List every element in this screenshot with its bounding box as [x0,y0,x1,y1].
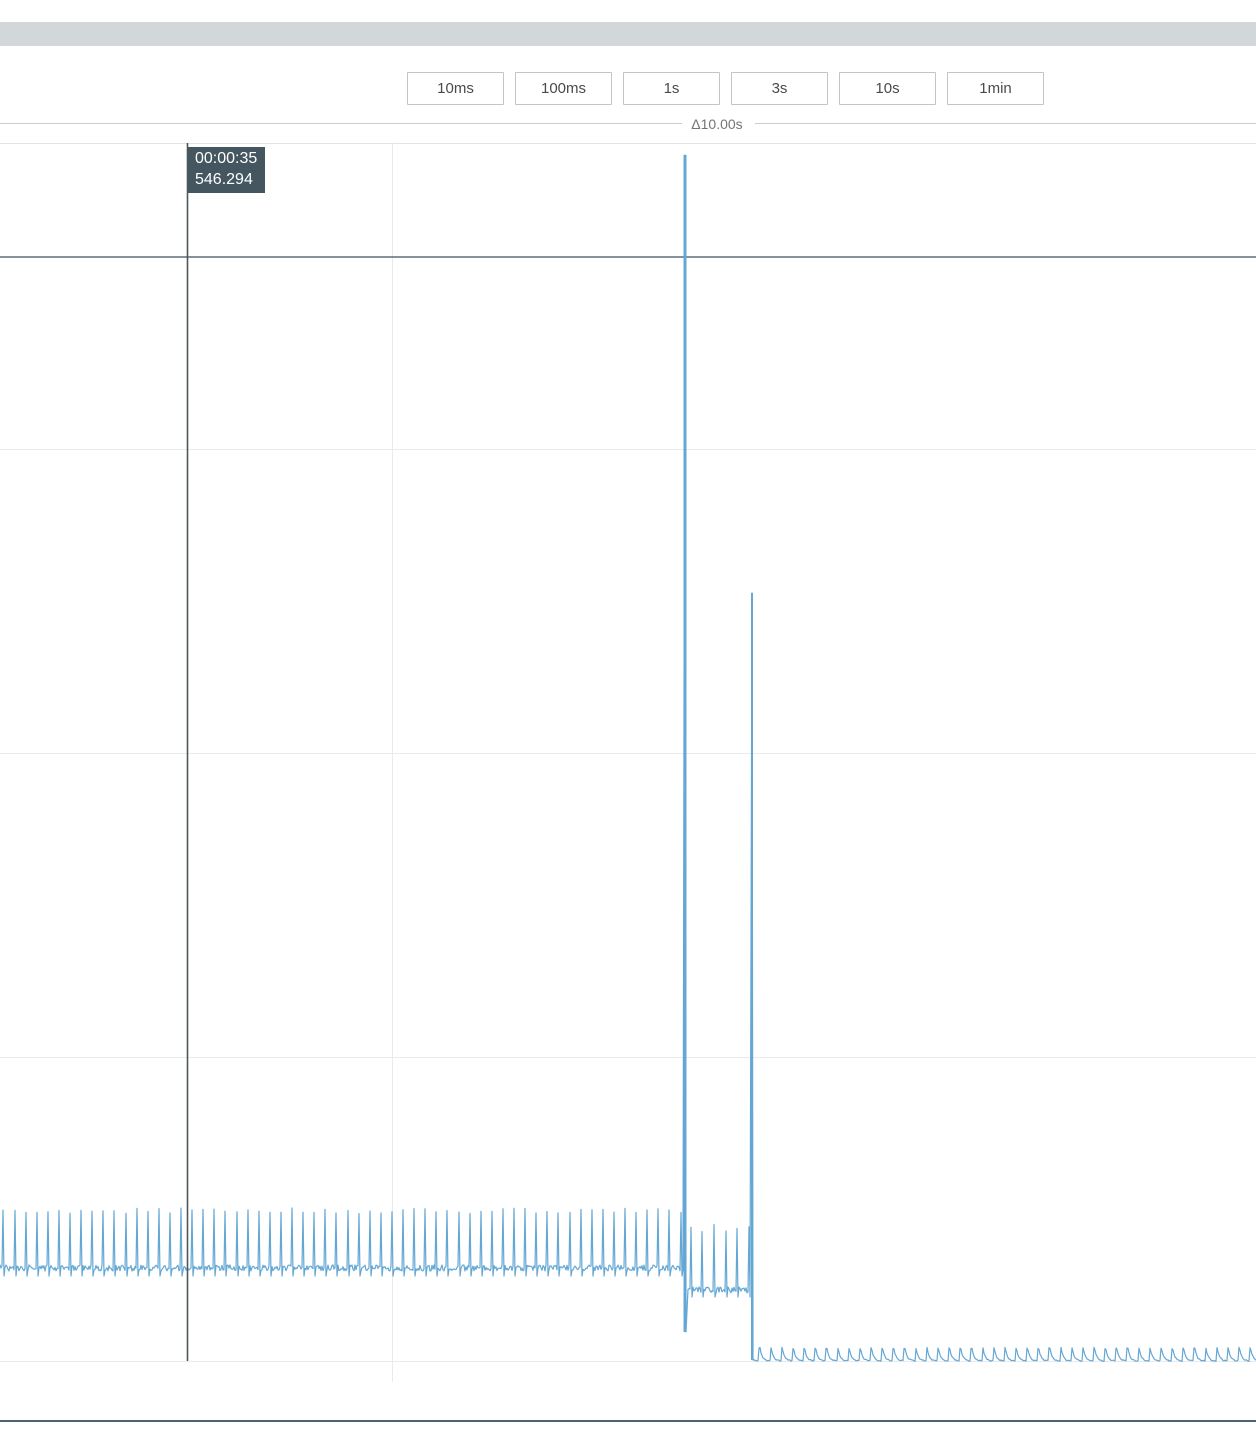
waveform-path [0,154,1256,1362]
tooltip-value: 546.294 [195,171,253,188]
time-scale-button-100ms[interactable]: 100ms [515,72,612,105]
time-scale-button-1min[interactable]: 1min [947,72,1044,105]
time-scale-button-10s[interactable]: 10s [839,72,936,105]
delta-ruler-line-right [755,123,1256,124]
top-toolbar-strip [0,22,1256,46]
time-scale-button-1s[interactable]: 1s [623,72,720,105]
delta-ruler-line-left [0,123,682,124]
delta-window-label: Δ10.00s [691,116,743,132]
cursor-tooltip: 00:00:35 546.294 [188,147,266,193]
time-scale-button-row: 10ms 100ms 1s 3s 10s 1min [407,72,1044,105]
bottom-divider-rule [0,1420,1256,1422]
tooltip-time: 00:00:35 [195,150,258,167]
time-scale-button-10ms[interactable]: 10ms [407,72,504,105]
time-scale-button-3s[interactable]: 3s [731,72,828,105]
